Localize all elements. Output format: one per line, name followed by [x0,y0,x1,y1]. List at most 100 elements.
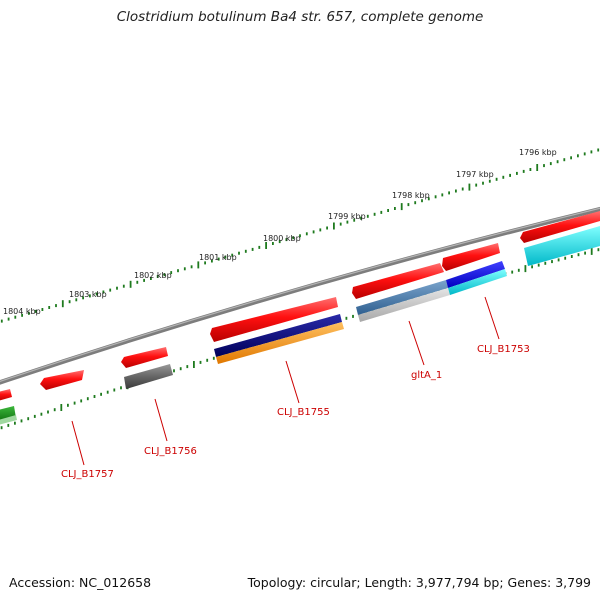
outer-scale-minor-tick [156,275,159,278]
inner-scale-minor-tick [212,356,215,360]
outer-scale-minor-tick [136,280,139,284]
leader-clj-b1756 [154,398,168,442]
outer-scale-minor-tick [482,181,484,185]
outer-scale-minor-tick [509,173,511,177]
outer-scale-minor-tick [116,286,118,290]
outer-scale-minor-tick [170,271,173,275]
inner-scale-minor-tick [20,419,23,423]
outer-scale-minor-tick [14,315,17,319]
outer-scale-minor-tick [407,203,410,207]
cds-arrow-right-edge [520,211,600,243]
inner-scale-minor-tick [86,397,89,401]
outer-scale-minor-tick [251,247,254,251]
outer-scale-minor-tick [387,209,389,212]
outer-scale-minor-tick [360,216,362,220]
outer-scale-minor-tick [238,251,240,255]
outer-scale-minor-tick [21,313,23,317]
outer-scale-minor-tick [549,162,552,166]
outer-scale-minor-tick [495,177,498,181]
feature-label-clj-b1757: CLJ_B1757 [61,469,114,480]
scale-label-1803: 1803 kbp [69,290,107,299]
inner-scale-minor-tick [352,314,354,318]
outer-scale-minor-tick [204,261,206,265]
track-blue [446,261,505,288]
outer-scale-minor-tick [244,249,247,253]
outer-scale-minor-tick [305,232,308,236]
outer-scale-minor-tick [68,300,71,304]
outer-scale-minor-tick [272,242,274,245]
outer-scale-minor-tick [75,298,78,302]
outer-scale-minor-tick [373,212,376,216]
outer-scale-minor-tick [455,189,457,193]
outer-scale-minor-tick [163,273,166,277]
outer-scale-minor-tick [583,152,586,156]
scale-label-1796: 1796 kbp [519,148,557,157]
inner-scale-minor-tick [345,316,348,320]
outer-scale-minor-tick [394,207,396,210]
inner-scale-minor-tick [33,414,36,418]
inner-scale-minor-tick [570,255,573,258]
leader-clj-b1753 [484,296,500,340]
feature-label-clj-b1753: CLJ_B1753 [477,344,530,355]
inner-scale-minor-tick [14,421,16,425]
feature-labels: CLJ_B1757 CLJ_B1756 CLJ_B1755 gltA_1 CLJ… [61,344,530,480]
inner-scale-minor-tick [551,260,553,264]
inner-scale-minor-tick [73,401,76,405]
inner-scale-minor-tick [537,263,540,267]
inner-scale-minor-tick [80,399,83,403]
inner-scale-major-tick [193,361,195,368]
outer-scale-major-tick [400,203,403,211]
scale-label-1804: 1804 kbp [3,307,41,316]
track-dark-grey [124,364,173,389]
annotation-tracks [0,226,600,425]
inner-scale-minor-tick [0,426,3,430]
inner-scale-minor-tick [93,395,96,398]
leader-glta-1 [408,320,425,366]
inner-scale-minor-tick [584,251,586,255]
outer-scale-minor-tick [590,150,593,154]
outer-scale-minor-tick [190,265,193,269]
cds-arrow-glta-1 [352,263,444,299]
cds-arrow-clj-b1753 [442,243,500,271]
outer-scale-minor-tick [326,226,328,230]
outer-scale-major-tick [61,300,64,308]
inner-scale-minor-tick [531,265,533,269]
outer-scale-minor-tick [224,255,227,259]
outer-scale-minor-tick [150,277,152,280]
outer-scale-minor-tick [231,253,234,257]
outer-scale-minor-tick [577,154,579,158]
scale-label-1802: 1802 kbp [134,271,172,280]
inner-scale-major-tick [524,265,527,273]
outer-scale-minor-tick [211,259,213,263]
track-steel-blue [356,280,448,315]
outer-scale-minor-tick [183,267,186,271]
outer-scale-minor-tick [55,304,57,308]
outer-scale-minor-tick [177,269,179,273]
outer-scale-major-tick [333,222,335,230]
outer-scale-minor-tick [217,257,220,261]
feature-label-clj-b1756: CLJ_B1756 [144,446,197,457]
inner-scale-minor-tick [7,423,10,427]
outer-scale-minor-tick [122,284,125,288]
outer-scale-minor-tick [434,195,437,199]
outer-scale-minor-tick [380,210,383,214]
outer-scale-minor-tick [312,230,315,234]
inner-scale-major-tick [60,404,63,411]
outer-scale-ticks [0,148,600,323]
outer-scale-minor-tick [448,191,450,195]
inner-scale-minor-tick [179,367,182,371]
track-cyan-right [524,226,600,266]
outer-scale-minor-tick [414,201,417,205]
inner-scale-minor-tick [511,270,514,274]
cds-arrow-left-edge [0,389,12,401]
outer-scale-minor-tick [109,288,112,292]
inner-scale-minor-tick [27,417,30,421]
outer-scale-minor-tick [475,183,478,187]
outer-scale-minor-tick [427,197,430,201]
leader-clj-b1755 [285,360,300,404]
outer-scale-minor-tick [516,171,518,175]
inner-scale-minor-tick [53,408,56,412]
outer-scale-minor-tick [346,220,349,224]
outer-scale-minor-tick [502,175,505,179]
